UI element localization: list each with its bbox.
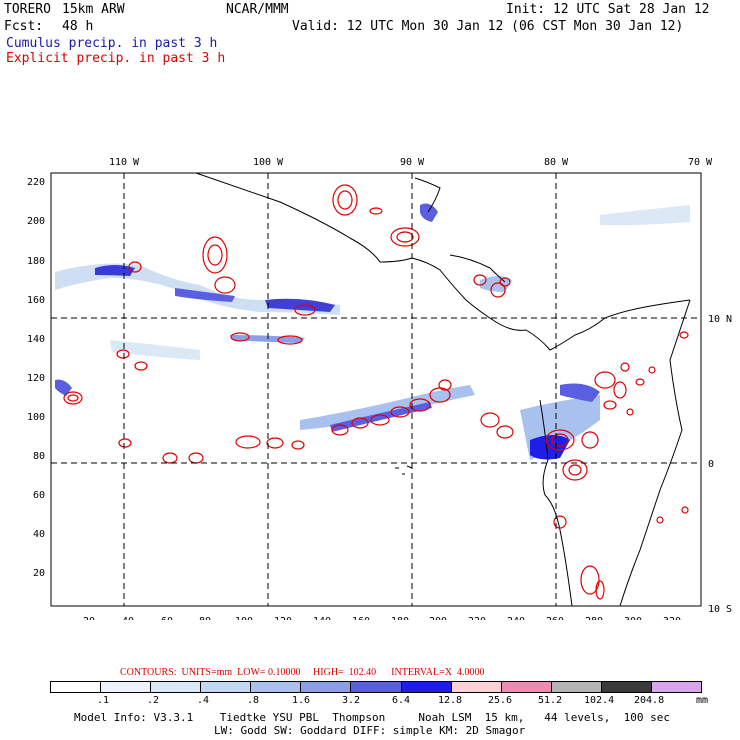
scale-label: .2 (147, 695, 160, 706)
y-tick: 200 (27, 216, 45, 227)
x-tick: 200 (429, 616, 447, 620)
scale-swatch (101, 682, 152, 692)
scale-swatch (251, 682, 302, 692)
model-resolution: 15km ARW (62, 2, 125, 17)
scale-label: 25.6 (488, 695, 513, 706)
x-tick: 120 (274, 616, 292, 620)
x-tick: 140 (313, 616, 331, 620)
scale-unit: mm (696, 695, 709, 706)
scale-label: 102.4 (584, 695, 615, 706)
model-info-line1: Model Info: V3.3.1 Tiedtke YSU PBL Thomp… (74, 711, 671, 724)
valid-time: Valid: 12 UTC Mon 30 Jan 12 (06 CST Mon … (292, 19, 684, 34)
scale-label: .8 (247, 695, 260, 706)
scale-swatch (401, 682, 452, 692)
map-frame (50, 172, 702, 607)
model-info-line2: LW: Godd SW: Goddard DIFF: simple KM: 2D… (214, 724, 526, 737)
scale-swatch (301, 682, 352, 692)
y-axis-ticks: 220 200 180 160 140 120 100 80 60 40 20 (27, 177, 45, 579)
lat-label-10s: 10 S (708, 604, 732, 615)
x-tick: 280 (585, 616, 603, 620)
scale-swatch (201, 682, 252, 692)
coastlines (195, 172, 691, 607)
y-tick: 160 (27, 295, 45, 306)
legend-explicit: Explicit precip. in past 3 h (6, 51, 226, 66)
color-scale-bar (50, 681, 702, 693)
organization: NCAR/MMM (226, 2, 289, 17)
precip-map: 110 W 100 W 90 W 80 W 70 W 10 N 0 10 S 2… (27, 157, 732, 620)
scale-label: 12.8 (438, 695, 463, 706)
lon-label-80w: 80 W (544, 157, 569, 168)
y-tick: 180 (27, 256, 45, 267)
scale-swatch (601, 682, 652, 692)
x-tick: 260 (546, 616, 564, 620)
model-name: TORERO (4, 2, 51, 17)
x-tick: 300 (624, 616, 642, 620)
y-tick: 120 (27, 373, 45, 384)
scale-label: .4 (197, 695, 210, 706)
x-tick: 240 (507, 616, 525, 620)
x-tick: 320 (663, 616, 681, 620)
x-tick: 40 (122, 616, 134, 620)
lat-label-10n: 10 N (708, 314, 732, 325)
y-tick: 60 (33, 490, 45, 501)
scale-label: .1 (97, 695, 110, 706)
grid-lines (51, 173, 701, 606)
forecast-label: Fcst: (4, 19, 44, 34)
x-tick: 80 (199, 616, 211, 620)
y-tick: 80 (33, 451, 45, 462)
x-tick: 20 (83, 616, 95, 620)
scale-swatch (151, 682, 202, 692)
x-tick: 100 (235, 616, 253, 620)
scale-swatch (351, 682, 402, 692)
y-tick: 40 (33, 529, 45, 540)
legend-cumulus: Cumulus precip. in past 3 h (6, 36, 218, 51)
contours-info: CONTOURS: UNITS=mm LOW= 0.10000 HIGH= 10… (120, 667, 485, 678)
x-tick: 160 (352, 616, 370, 620)
scale-swatch (551, 682, 602, 692)
scale-swatch (501, 682, 552, 692)
scale-swatch (51, 682, 102, 692)
scale-label: 1.6 (292, 695, 311, 706)
x-tick: 60 (161, 616, 173, 620)
x-tick: 220 (468, 616, 486, 620)
scale-swatch (651, 682, 702, 692)
x-axis-ticks: 20 40 60 80 100 120 140 160 180 200 220 … (83, 616, 681, 620)
y-tick: 20 (33, 568, 45, 579)
lon-label-110w: 110 W (109, 157, 140, 168)
lon-label-100w: 100 W (253, 157, 284, 168)
y-tick: 220 (27, 177, 45, 188)
x-tick: 180 (391, 616, 409, 620)
lat-label-0: 0 (708, 459, 714, 470)
scale-label: 204.8 (634, 695, 665, 706)
lon-label-70w: 70 W (688, 157, 713, 168)
init-time: Init: 12 UTC Sat 28 Jan 12 (506, 2, 710, 17)
scale-label: 51.2 (538, 695, 563, 706)
y-tick: 140 (27, 334, 45, 345)
lon-label-90w: 90 W (400, 157, 425, 168)
forecast-hour: 48 h (62, 19, 94, 34)
y-tick: 100 (27, 412, 45, 423)
scale-label: 6.4 (392, 695, 411, 706)
scale-label: 3.2 (342, 695, 361, 706)
scale-swatch (451, 682, 502, 692)
